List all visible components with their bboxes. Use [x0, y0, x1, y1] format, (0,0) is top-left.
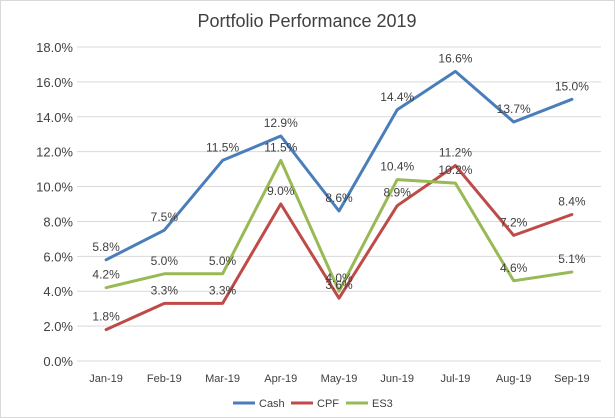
data-label-es3: 5.1%	[558, 252, 586, 266]
data-labels: 5.8% 7.5% 11.5% 12.9% 8.6% 14.4% 16.6% 13.7% 15.…	[92, 51, 589, 323]
x-tick-label: Jan-19	[89, 373, 123, 385]
x-tick-label: Feb-19	[147, 373, 182, 385]
data-label-cpf: 1.8%	[92, 310, 120, 324]
x-tick-label: Apr-19	[264, 373, 297, 385]
y-tick-label: 4.0%	[43, 284, 73, 299]
y-tick-label: 18.0%	[36, 40, 73, 55]
data-label-cash: 8.6%	[325, 191, 353, 205]
data-label-cpf: 3.3%	[151, 283, 179, 297]
data-label-cash: 7.5%	[151, 210, 179, 224]
series-line-es3	[104, 158, 574, 293]
data-label-cash: 16.6%	[438, 51, 472, 65]
data-label-cpf: 8.9%	[384, 186, 412, 200]
y-tick-label: 10.0%	[36, 180, 73, 195]
data-label-cpf: 11.2%	[439, 146, 472, 160]
data-label-es3: 11.5%	[264, 140, 297, 154]
x-tick-label: Sep-19	[554, 373, 589, 385]
data-label-es3: 4.0%	[325, 271, 353, 285]
data-label-cpf: 7.2%	[500, 215, 528, 229]
series-line-cpf	[104, 164, 574, 332]
x-tick-label: May-19	[321, 373, 358, 385]
data-label-cash: 14.4%	[380, 90, 414, 104]
x-tick-label: Jun-19	[380, 373, 414, 385]
data-label-es3: 5.0%	[151, 254, 179, 268]
legend-label-cpf: CPF	[317, 398, 339, 410]
data-label-es3: 10.4%	[380, 160, 414, 174]
data-label-cash: 5.8%	[92, 240, 120, 254]
data-label-es3: 10.2%	[438, 163, 472, 177]
gridlines	[77, 46, 601, 362]
data-label-cpf: 3.3%	[209, 283, 237, 297]
x-axis-ticks: Jan-19 Feb-19 Mar-19 Apr-19 May-19 Jun-19 Jul-…	[89, 373, 589, 385]
x-tick-label: Jul-19	[440, 373, 470, 385]
data-label-es3: 4.2%	[92, 268, 120, 282]
legend: Cash CPF ES3	[233, 398, 393, 410]
y-tick-label: 6.0%	[43, 249, 73, 264]
data-label-cpf: 9.0%	[267, 184, 295, 198]
y-tick-label: 12.0%	[36, 145, 73, 160]
y-axis-ticks: 0.0% 2.0% 4.0% 6.0% 8.0% 10.0% 12.0% 14.0% 16.0%…	[36, 40, 73, 369]
data-label-cpf: 8.4%	[558, 194, 586, 208]
y-tick-label: 8.0%	[43, 214, 73, 229]
y-tick-label: 0.0%	[43, 354, 73, 369]
data-label-cash: 15.0%	[555, 79, 589, 93]
legend-label-es3: ES3	[372, 398, 393, 410]
y-tick-label: 16.0%	[36, 75, 73, 90]
data-label-cpf: 3.6%	[325, 278, 353, 292]
data-label-cash: 11.5%	[206, 140, 239, 154]
legend-label-cash: Cash	[259, 398, 285, 410]
x-tick-label: Aug-19	[496, 373, 531, 385]
series-line-cash	[104, 69, 574, 262]
y-tick-label: 2.0%	[43, 319, 73, 334]
data-label-es3: 4.6%	[500, 261, 528, 275]
x-tick-label: Mar-19	[205, 373, 240, 385]
data-label-cash: 13.7%	[497, 102, 531, 116]
chart-title: Portfolio Performance 2019	[197, 11, 416, 31]
y-tick-label: 14.0%	[36, 110, 73, 125]
data-label-es3: 5.0%	[209, 254, 237, 268]
series-lines	[104, 69, 574, 332]
data-label-cash: 12.9%	[264, 116, 298, 130]
